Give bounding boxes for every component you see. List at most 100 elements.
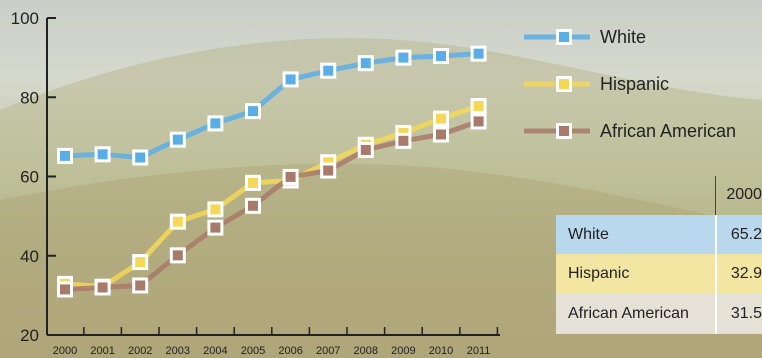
series-line <box>64 51 479 160</box>
marker-inner <box>360 144 371 155</box>
data-point <box>470 45 487 62</box>
data-point <box>207 115 224 132</box>
marker-inner <box>97 149 108 160</box>
y-tick-label: 80 <box>20 88 39 107</box>
marker-inner <box>360 58 371 69</box>
marker-inner <box>436 129 446 140</box>
data-point <box>282 71 299 88</box>
x-tick-label: 2006 <box>278 345 302 357</box>
x-tick-label: 2009 <box>391 345 415 357</box>
series-layer <box>57 45 487 298</box>
marker-inner <box>285 171 296 182</box>
x-tick-label: 2007 <box>316 345 340 357</box>
table-header-year: 2000 <box>715 176 762 215</box>
data-point <box>357 55 374 72</box>
data-point <box>94 146 111 163</box>
marker-inner <box>248 106 258 117</box>
legend-label: Hispanic <box>600 74 669 94</box>
data-point <box>94 279 111 296</box>
table-row-label: White <box>556 214 716 255</box>
marker-inner <box>135 280 146 291</box>
marker-inner <box>473 100 484 111</box>
y-tick-label: 20 <box>20 326 39 345</box>
data-point <box>433 126 449 143</box>
marker-inner <box>398 135 409 146</box>
marker-inner <box>436 113 446 124</box>
table-row: Hispanic 32.9 <box>556 254 762 295</box>
marker-inner <box>248 200 258 211</box>
data-point <box>132 149 149 166</box>
x-tick-label: 2005 <box>241 345 265 357</box>
data-point <box>470 97 487 114</box>
data-table: 2000 White 65.2 Hispanic 32.9 African Am… <box>556 176 762 334</box>
data-point <box>207 201 224 218</box>
data-point <box>245 197 261 214</box>
legend-entry: White <box>524 27 646 47</box>
x-tick-label: 2004 <box>203 345 227 357</box>
x-tick-label: 2011 <box>467 345 491 357</box>
data-point <box>282 168 299 185</box>
table-row-value: 32.9 <box>714 254 762 295</box>
data-point <box>556 29 572 45</box>
table-row: African American 31.5 <box>556 294 762 334</box>
data-point <box>245 174 261 191</box>
marker-inner <box>559 32 569 42</box>
data-point <box>395 49 412 66</box>
data-point <box>132 254 149 271</box>
data-point <box>57 147 73 164</box>
marker-inner <box>172 134 183 145</box>
data-point <box>470 113 487 130</box>
data-point <box>320 62 337 79</box>
data-point <box>132 277 149 294</box>
table-header-row: 2000 <box>556 176 762 215</box>
marker-inner <box>473 116 484 127</box>
data-point <box>357 141 374 158</box>
series-hispanic <box>57 97 487 295</box>
table-row-value: 31.5 <box>714 294 762 334</box>
table-row-label: African American <box>556 294 716 334</box>
series-white <box>57 45 487 166</box>
x-tick-label: 2010 <box>429 345 453 357</box>
marker-inner <box>559 79 569 89</box>
marker-inner <box>436 51 446 62</box>
legend-label: African American <box>600 121 736 141</box>
marker-inner <box>323 165 334 176</box>
marker-inner <box>60 284 70 295</box>
x-tick-label: 2002 <box>128 345 152 357</box>
legend: White Hispanic African American <box>524 27 736 141</box>
marker-inner <box>60 150 70 161</box>
series-african-american <box>57 113 487 298</box>
axes: 20 40 60 80 100 2000 2001 2002 2003 2004 2005 2006 2… <box>11 9 500 357</box>
data-point <box>320 162 337 179</box>
series-line <box>64 119 480 292</box>
marker-inner <box>210 204 221 215</box>
marker-inner <box>285 74 296 85</box>
marker-inner <box>135 257 146 268</box>
marker-inner <box>172 216 183 227</box>
x-tick-label: 2008 <box>354 345 378 357</box>
y-tick-label: 100 <box>11 9 39 28</box>
data-point <box>556 76 572 92</box>
table-row-label: Hispanic <box>556 254 716 295</box>
marker-inner <box>210 222 221 233</box>
data-point <box>169 247 186 264</box>
x-tick-label: 2000 <box>53 345 77 357</box>
marker-inner <box>323 65 334 76</box>
legend-entry: Hispanic <box>524 74 669 94</box>
marker-inner <box>323 157 334 168</box>
y-tick-label: 60 <box>20 168 39 187</box>
marker-inner <box>135 152 146 163</box>
y-tick-label: 40 <box>20 247 39 266</box>
data-point <box>169 213 186 230</box>
data-point <box>57 281 73 298</box>
data-point <box>556 123 572 139</box>
data-point <box>207 219 224 236</box>
marker-inner <box>559 126 569 136</box>
data-point <box>169 131 186 148</box>
marker-inner <box>473 48 484 59</box>
marker-inner <box>248 177 258 188</box>
legend-label: White <box>600 27 646 47</box>
series-line <box>64 103 480 290</box>
marker-inner <box>398 52 409 63</box>
